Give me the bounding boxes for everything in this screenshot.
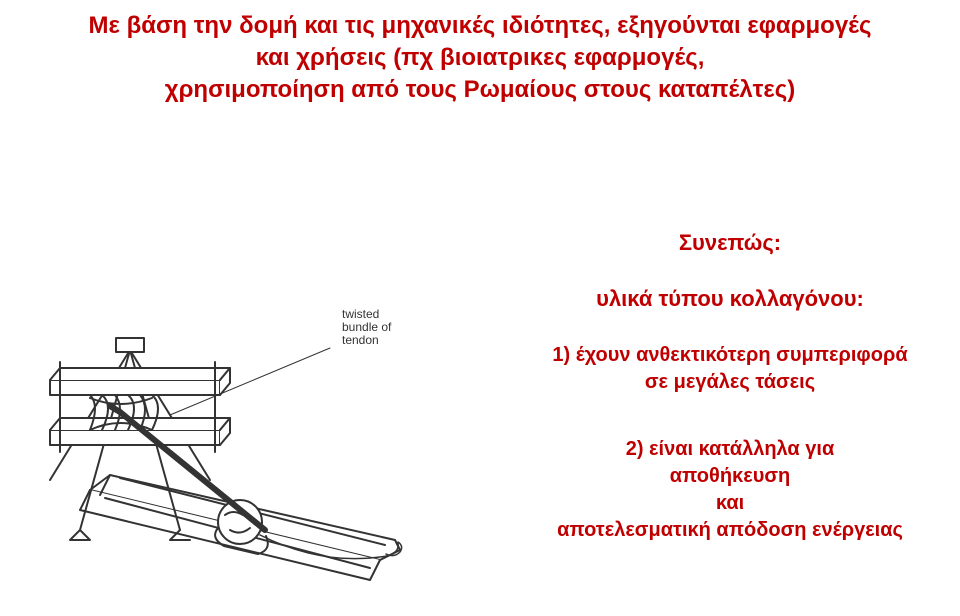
right-column: Συνεπώς: υλικά τύπου κολλαγόνου: 1) έχου… [520, 230, 940, 584]
point-2-line-d: αποτελεσματική απόδοση ενέργειας [520, 517, 940, 544]
diagram-label: twisted bundle of tendon [342, 308, 391, 348]
catapult-diagram [20, 230, 460, 590]
heading-line-2: και χρήσεις (πχ βιοιατρικες εφαρμογές, [0, 44, 960, 72]
heading-line-3: χρησιμοποίηση από τους Ρωμαίους στους κα… [0, 76, 960, 104]
point-2-line-c: και [520, 490, 940, 517]
point-2: 2) είναι κατάλληλα για αποθήκευση και απ… [520, 436, 940, 544]
point-1-line-a: 1) έχουν ανθεκτικότερη συμπεριφορά [520, 342, 940, 369]
point-2-line-b: αποθήκευση [520, 463, 940, 490]
label-line-3: tendon [342, 334, 391, 347]
therefore-heading: Συνεπώς: [520, 230, 940, 256]
point-1: 1) έχουν ανθεκτικότερη συμπεριφορά σε με… [520, 342, 940, 396]
point-2-line-a: 2) είναι κατάλληλα για [520, 436, 940, 463]
point-1-line-b: σε μεγάλες τάσεις [520, 369, 940, 396]
heading-line-1: Με βάση την δομή και τις μηχανικές ιδιότ… [0, 12, 960, 40]
materials-subheading: υλικά τύπου κολλαγόνου: [520, 286, 940, 312]
